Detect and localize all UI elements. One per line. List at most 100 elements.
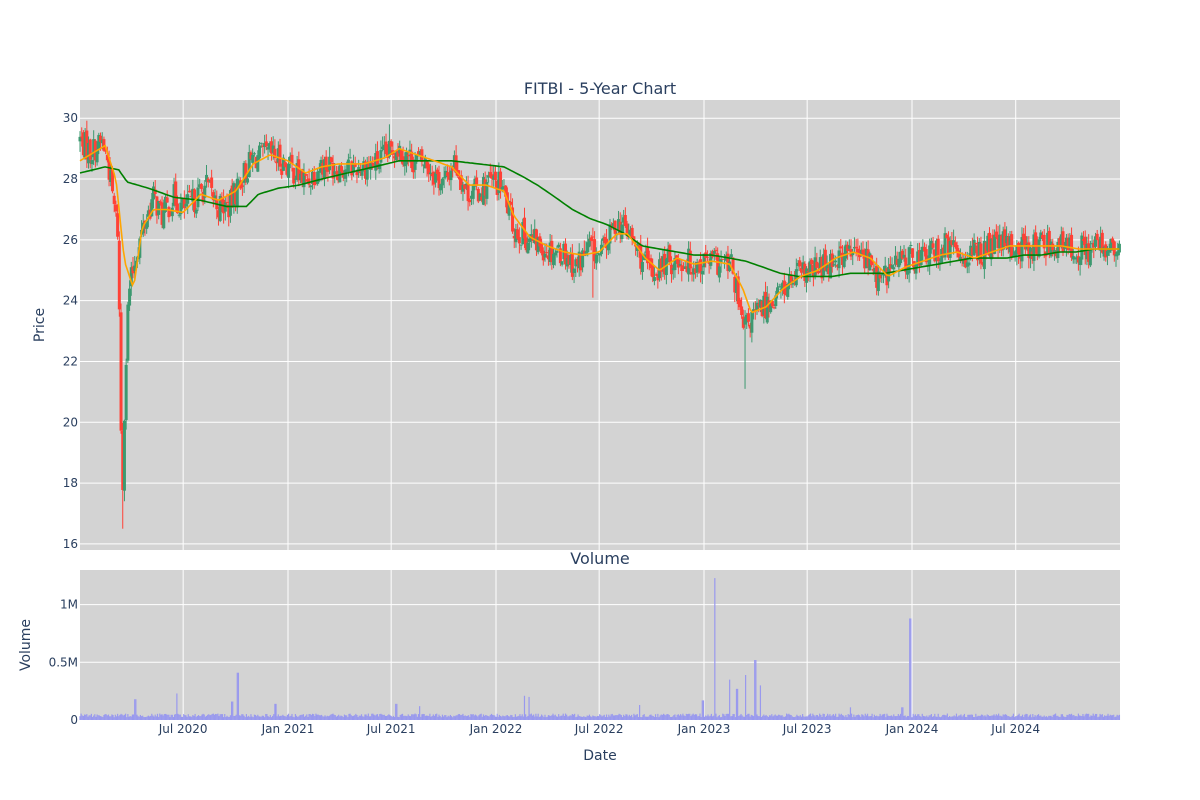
volume-bar (640, 716, 642, 720)
volume-bar (266, 714, 268, 720)
candle-body (596, 252, 600, 255)
volume-bar (741, 715, 743, 720)
volume-bar (228, 716, 230, 720)
volume-bar (143, 717, 145, 720)
volume-bar (862, 714, 864, 720)
volume-bar (276, 716, 278, 720)
volume-bar (1098, 716, 1100, 720)
volume-bar (963, 713, 966, 720)
long-moving-average-line (79, 160, 1120, 278)
candle-body (652, 277, 656, 282)
candle-body (613, 220, 617, 234)
candle-body (688, 250, 692, 269)
candle-body (953, 242, 957, 248)
candle-body (837, 250, 841, 269)
volume-bar (487, 716, 489, 720)
volume-bar (694, 714, 697, 720)
volume-bar (991, 715, 993, 720)
candle-body (950, 240, 954, 246)
candle-body (387, 140, 391, 157)
volume-bar (683, 715, 685, 720)
volume-bar (158, 716, 160, 720)
volume-bar (306, 714, 308, 720)
volume-bar (941, 716, 943, 720)
volume-bar (192, 715, 194, 720)
candle-body (598, 253, 602, 256)
volume-bar (210, 714, 212, 720)
volume-tick-label: 1M (60, 598, 78, 612)
candle-body (663, 253, 667, 275)
candle-body (647, 259, 651, 261)
volume-bar (1041, 716, 1043, 720)
candle-body (80, 136, 84, 138)
volume-bar (235, 714, 237, 720)
candle-body (1083, 236, 1087, 255)
candle-body (181, 198, 185, 203)
x-tick-label: Jul 2021 (366, 722, 416, 736)
x-tick-label: Jul 2024 (990, 722, 1040, 736)
volume-bar (445, 715, 447, 720)
candle-body (410, 151, 414, 169)
volume-bar (843, 715, 845, 720)
candle-body (979, 243, 983, 264)
volume-bar (788, 713, 790, 720)
candle-body (281, 157, 285, 171)
volume-bar (538, 716, 540, 720)
volume-bar (800, 716, 803, 720)
volume-bar (104, 714, 106, 720)
volume-bar (1091, 715, 1093, 720)
volume-bar (929, 715, 931, 720)
volume-bar (209, 715, 211, 720)
volume-bar (194, 713, 196, 720)
volume-bar (689, 713, 691, 720)
candle-body (680, 265, 684, 272)
candle-body (955, 245, 959, 253)
volume-bar (101, 716, 103, 720)
volume-bar (334, 715, 336, 720)
candle-body (1015, 245, 1019, 255)
volume-bar (878, 716, 880, 720)
candle-body (1061, 231, 1065, 253)
candle-body (350, 161, 354, 176)
candle-body (225, 201, 229, 203)
candle-body (871, 268, 875, 271)
volume-bar (544, 714, 546, 720)
volume-bar (305, 715, 307, 720)
candle-body (1095, 233, 1099, 240)
volume-bar (799, 715, 801, 720)
volume-bar (778, 714, 780, 720)
candle-body (447, 172, 451, 180)
candle-body (958, 256, 962, 261)
volume-bar (1100, 714, 1102, 720)
candle-body (902, 254, 906, 258)
volume-bar (432, 714, 434, 720)
volume-bar (485, 714, 487, 720)
candle-body (852, 246, 856, 249)
candle-body (570, 253, 574, 277)
candle-body (406, 154, 410, 157)
volume-bar (576, 716, 578, 720)
volume-bar (183, 714, 185, 720)
volume-bar (808, 714, 811, 720)
volume-bar (504, 716, 506, 720)
volume-bar (373, 714, 375, 720)
volume-bar (1028, 715, 1030, 720)
volume-bar (539, 716, 542, 720)
candle-body (394, 152, 398, 161)
volume-bar (95, 716, 97, 720)
candle-body (126, 304, 130, 361)
volume-bar (792, 717, 795, 720)
candle-body (593, 239, 597, 262)
volume-bar (660, 714, 662, 720)
volume-bar (1048, 715, 1050, 720)
volume-bar (249, 716, 251, 720)
candle-body (1040, 234, 1044, 239)
candle-body (825, 264, 829, 272)
volume-bar (203, 714, 205, 720)
volume-bar (465, 716, 467, 720)
candle-body (422, 164, 426, 166)
volume-bar (619, 714, 621, 720)
volume-bar (430, 716, 432, 720)
volume-bar (705, 715, 707, 720)
volume-bar (661, 714, 663, 720)
